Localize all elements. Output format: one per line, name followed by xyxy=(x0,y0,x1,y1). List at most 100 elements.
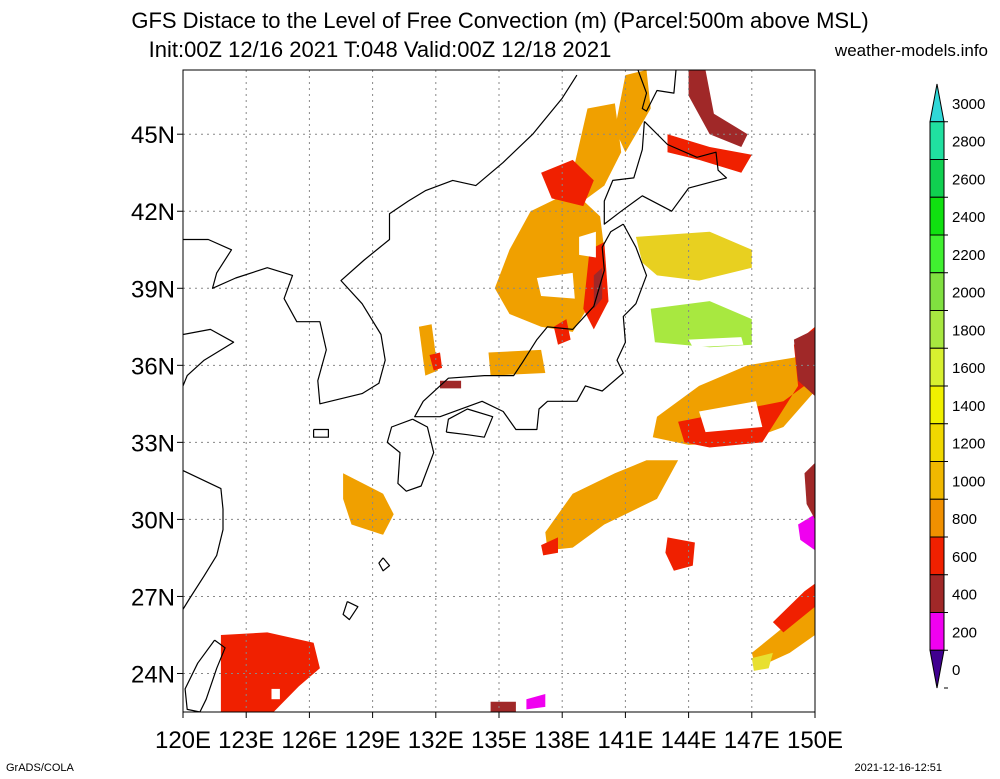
colorbar-swatch xyxy=(929,385,945,425)
field-pacific-south-red xyxy=(541,537,558,556)
field-east-edge-darkred xyxy=(804,462,815,520)
colorbar-swatch xyxy=(929,347,945,387)
field-japan-sea-gap-2 xyxy=(579,231,596,258)
lon-tick-label: 141E xyxy=(597,727,653,754)
field-pacific-south-orange xyxy=(545,460,679,551)
field-taiwan-gap xyxy=(271,688,280,700)
field-okhotsk-west-patch xyxy=(614,70,651,153)
lat-tick-label: 39N xyxy=(131,276,175,303)
colorbar-swatch xyxy=(929,196,945,236)
coast-china-south-coast xyxy=(183,470,224,610)
field-south-darkred xyxy=(490,701,516,712)
lon-tick-label: 120E xyxy=(155,727,211,754)
field-se-band-yellow xyxy=(751,652,773,671)
hole-layer xyxy=(271,231,763,700)
colorbar: 3000280026002400220020001800160014001200… xyxy=(929,83,985,689)
colorbar-swatch xyxy=(929,498,945,538)
coast-shikoku xyxy=(445,408,494,438)
lon-tick-label: 144E xyxy=(661,727,717,754)
map-title: GFS Distace to the Level of Free Convect… xyxy=(131,8,869,33)
coast-jeju xyxy=(313,428,329,438)
colorbar-label: 1000 xyxy=(952,473,985,490)
lon-tick-label: 147E xyxy=(724,727,780,754)
colorbar-label: 400 xyxy=(952,587,977,604)
coast-hokkaido xyxy=(603,120,728,225)
colorbar-label: 3000 xyxy=(952,96,985,113)
colorbar-swatch xyxy=(929,612,945,651)
colorbar-swatch xyxy=(929,234,945,274)
colorbar-label: 2400 xyxy=(952,209,985,226)
lat-tick-labels: 45N 42N 39N 36N 33N 30N 27N 24N xyxy=(131,122,183,688)
map-subtitle: Init:00Z 12/16 2021 T:048 Valid:00Z 12/1… xyxy=(148,37,612,62)
coast-kyushu xyxy=(386,418,435,492)
lat-tick-label: 45N xyxy=(131,122,175,149)
colorbar-swatch xyxy=(929,310,945,349)
field-wakasa-orange xyxy=(488,349,546,376)
colorbar-label: 200 xyxy=(952,624,977,641)
colorbar-swatch xyxy=(929,272,945,311)
field-japan-sea-gap-1 xyxy=(536,272,575,299)
field-se-band-red xyxy=(772,583,815,633)
field-green-gap xyxy=(688,337,744,348)
coast-sakhalin xyxy=(637,70,677,112)
colorbar-label: 600 xyxy=(952,549,977,566)
coast-ryukyu-2 xyxy=(342,601,359,621)
coast-continent-coast xyxy=(183,74,578,405)
colorbar-label: 800 xyxy=(952,511,977,528)
coastline-layer xyxy=(183,70,728,712)
colorbar-swatch xyxy=(929,121,945,160)
lon-tick-label: 150E xyxy=(787,727,843,754)
lon-tick-label: 132E xyxy=(408,727,464,754)
lon-tick-label: 129E xyxy=(345,727,401,754)
colorbar-cap-top xyxy=(929,83,945,123)
colorbar-swatch xyxy=(929,536,945,576)
site-name: weather-models.info xyxy=(834,41,988,60)
field-noto-red xyxy=(553,319,571,345)
field-japan-sea-north xyxy=(494,190,605,332)
credit-label: GrADS/COLA xyxy=(6,762,74,774)
field-south-magenta xyxy=(526,694,546,710)
lon-tick-label: 123E xyxy=(218,727,274,754)
colorbar-label: 2000 xyxy=(952,285,985,302)
timestamp-label: 2021-12-16-12:51 xyxy=(854,762,942,774)
field-oki-darkred xyxy=(440,380,462,389)
colorbar-label: 1600 xyxy=(952,360,985,377)
colorbar-swatch xyxy=(929,461,945,500)
lat-tick-label: 42N xyxy=(131,199,175,226)
field-east-edge-magenta xyxy=(798,514,815,551)
field-pacific-gap xyxy=(699,401,763,433)
colorbar-label: 2600 xyxy=(952,171,985,188)
colorbar-label: 2800 xyxy=(952,134,985,151)
field-japan-sea-red-band xyxy=(541,159,594,207)
colorbar-swatch xyxy=(929,159,945,198)
field-green-patch xyxy=(650,301,752,348)
field-red-patch-28n xyxy=(665,537,695,571)
lon-tick-label: 135E xyxy=(471,727,527,754)
colorbar-label: 1400 xyxy=(952,398,985,415)
coast-china-coast xyxy=(183,328,235,387)
colorbar-cap-bottom xyxy=(929,649,945,689)
lat-tick-label: 30N xyxy=(131,507,175,534)
field-kyushu-south-orange xyxy=(343,473,394,535)
colorbar-swatch xyxy=(929,423,945,462)
colorbar-label: 0 xyxy=(952,662,960,679)
field-pacific-east-darkred xyxy=(793,329,815,397)
lon-tick-label: 138E xyxy=(534,727,590,754)
field-tohoku-east-yellow xyxy=(635,231,752,281)
lat-tick-label: 33N xyxy=(131,430,175,457)
colorbar-label: 1200 xyxy=(952,436,985,453)
coast-taiwan xyxy=(184,639,226,712)
colorbar-label: 2200 xyxy=(952,247,985,264)
coast-honshu xyxy=(414,223,648,431)
lon-tick-labels: 120E 123E 126E 129E 132E 135E 138E 141E 144E 147E… xyxy=(155,712,843,754)
coast-ryukyu-1 xyxy=(378,557,391,572)
field-taiwan-east-red xyxy=(220,632,320,712)
lat-tick-label: 27N xyxy=(131,584,175,611)
colorbar-label: 1800 xyxy=(952,322,985,339)
lat-tick-label: 24N xyxy=(131,661,175,688)
lat-tick-label: 36N xyxy=(131,353,175,380)
field-kuril-darkred xyxy=(688,70,748,147)
colorbar-swatch xyxy=(929,574,945,613)
field-korea-east-red xyxy=(429,352,443,371)
